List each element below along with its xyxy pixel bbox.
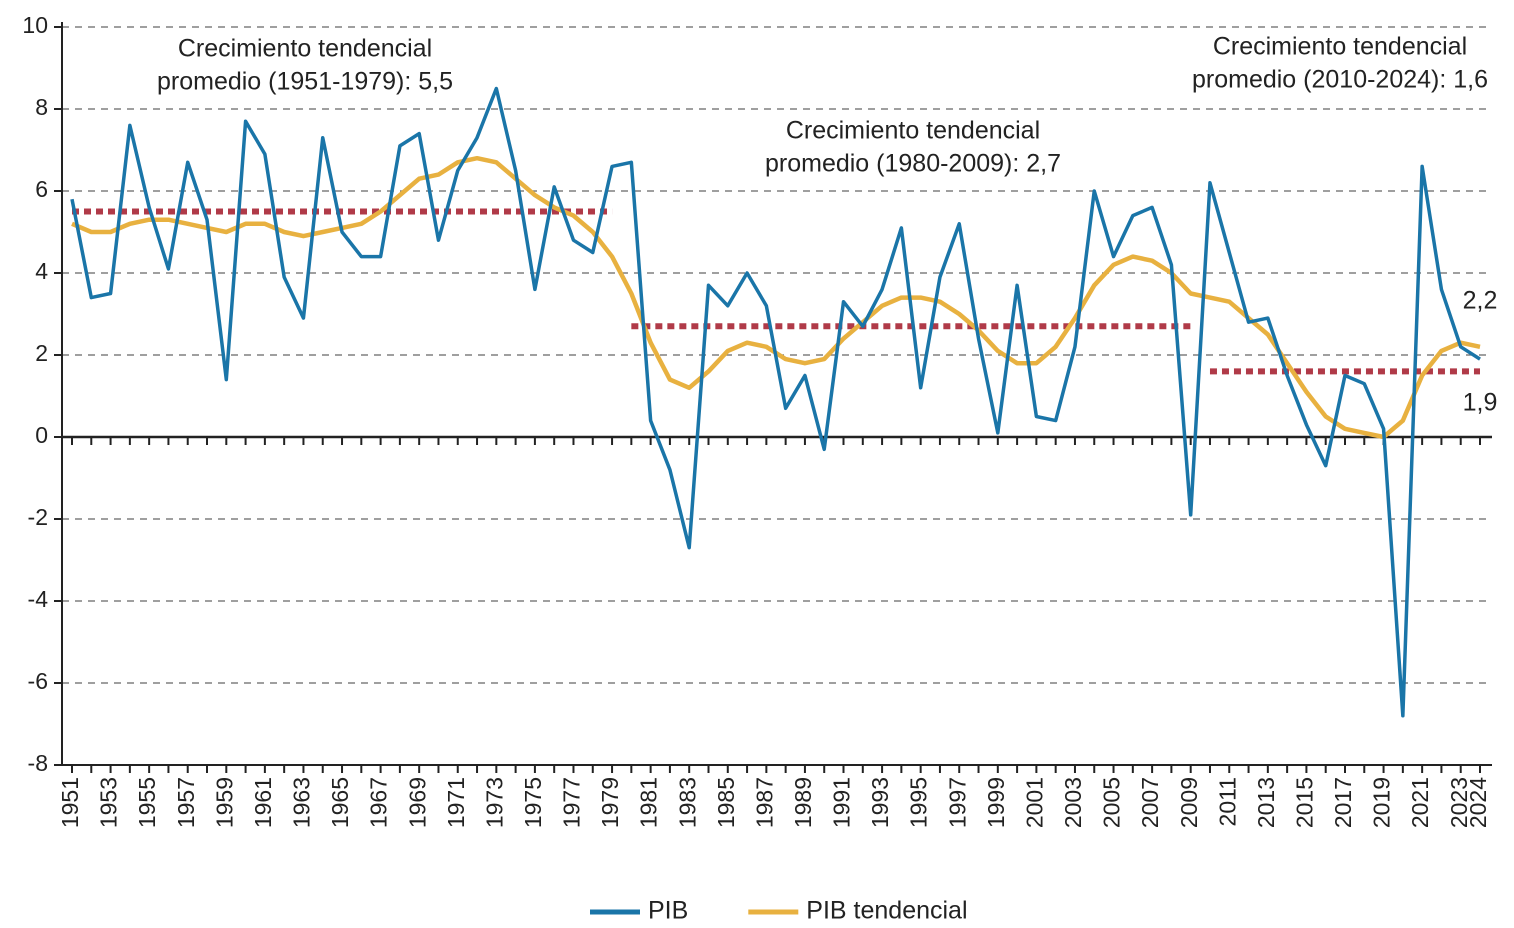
x-tick-label: 1953 — [96, 777, 122, 828]
x-tick-label: 1959 — [211, 777, 237, 828]
x-tick-label: 2017 — [1330, 777, 1356, 828]
x-tick-label: 1989 — [790, 777, 816, 828]
x-tick-label: 1971 — [443, 777, 469, 828]
x-tick-label: 2023 — [1446, 777, 1472, 828]
x-tick-label: 1999 — [983, 777, 1009, 828]
value-label: 1,9 — [1463, 389, 1498, 417]
annotation: Crecimiento tendencial — [178, 35, 432, 63]
y-tick-label: -4 — [28, 586, 49, 612]
x-tick-label: 1963 — [289, 777, 315, 828]
annotation: Crecimiento tendencial — [786, 117, 1040, 145]
x-tick-label: 1979 — [597, 777, 623, 828]
x-tick-label: 2009 — [1176, 777, 1202, 828]
x-tick-label: 1967 — [366, 777, 392, 828]
x-tick-label: 1997 — [944, 777, 970, 828]
x-tick-label: 2007 — [1137, 777, 1163, 828]
x-tick-label: 2011 — [1214, 777, 1240, 826]
x-tick-label: 1985 — [713, 777, 739, 828]
legend-label: PIB tendencial — [806, 897, 967, 925]
value-label: 2,2 — [1463, 286, 1498, 314]
x-tick-label: 1955 — [134, 777, 160, 828]
y-tick-label: 6 — [35, 176, 48, 202]
x-tick-label: 1977 — [559, 777, 585, 828]
x-tick-label: 1965 — [327, 777, 353, 828]
x-tick-label: 2015 — [1291, 777, 1317, 828]
annotation: promedio (2010-2024): 1,6 — [1192, 66, 1488, 94]
y-tick-label: -8 — [28, 750, 48, 776]
y-tick-label: 8 — [35, 94, 48, 120]
x-tick-label: 1969 — [404, 777, 430, 828]
x-tick-label: 2024 — [1465, 777, 1491, 828]
x-tick-label: 2005 — [1099, 777, 1125, 828]
annotation: Crecimiento tendencial — [1213, 33, 1467, 61]
x-tick-label: 2001 — [1021, 777, 1047, 828]
y-tick-label: 4 — [35, 258, 48, 284]
x-tick-label: 2021 — [1407, 777, 1433, 828]
y-tick-label: 0 — [35, 422, 48, 448]
x-tick-label: 1981 — [636, 777, 662, 828]
x-tick-label: 2003 — [1060, 777, 1086, 828]
y-tick-label: -2 — [28, 504, 48, 530]
x-tick-label: 1957 — [173, 777, 199, 828]
y-tick-label: 10 — [22, 12, 48, 38]
y-tick-label: -6 — [28, 668, 48, 694]
x-tick-label: 1973 — [481, 777, 507, 828]
x-tick-label: 1951 — [57, 777, 83, 828]
annotation: promedio (1980-2009): 2,7 — [765, 150, 1061, 178]
x-tick-label: 2019 — [1369, 777, 1395, 828]
annotation: promedio (1951-1979): 5,5 — [157, 68, 453, 96]
x-tick-label: 2013 — [1253, 777, 1279, 828]
series-line — [71, 155, 1481, 440]
x-tick-label: 1993 — [867, 777, 893, 828]
y-tick-label: 2 — [35, 340, 48, 366]
x-tick-label: 1975 — [520, 777, 546, 828]
x-tick-label: 1961 — [250, 777, 276, 828]
series-line — [70, 86, 1481, 718]
legend-label: PIB — [648, 897, 688, 925]
x-tick-label: 1987 — [751, 777, 777, 828]
x-tick-label: 1983 — [674, 777, 700, 828]
x-tick-label: 1991 — [829, 777, 855, 828]
x-tick-label: 1995 — [906, 777, 932, 828]
